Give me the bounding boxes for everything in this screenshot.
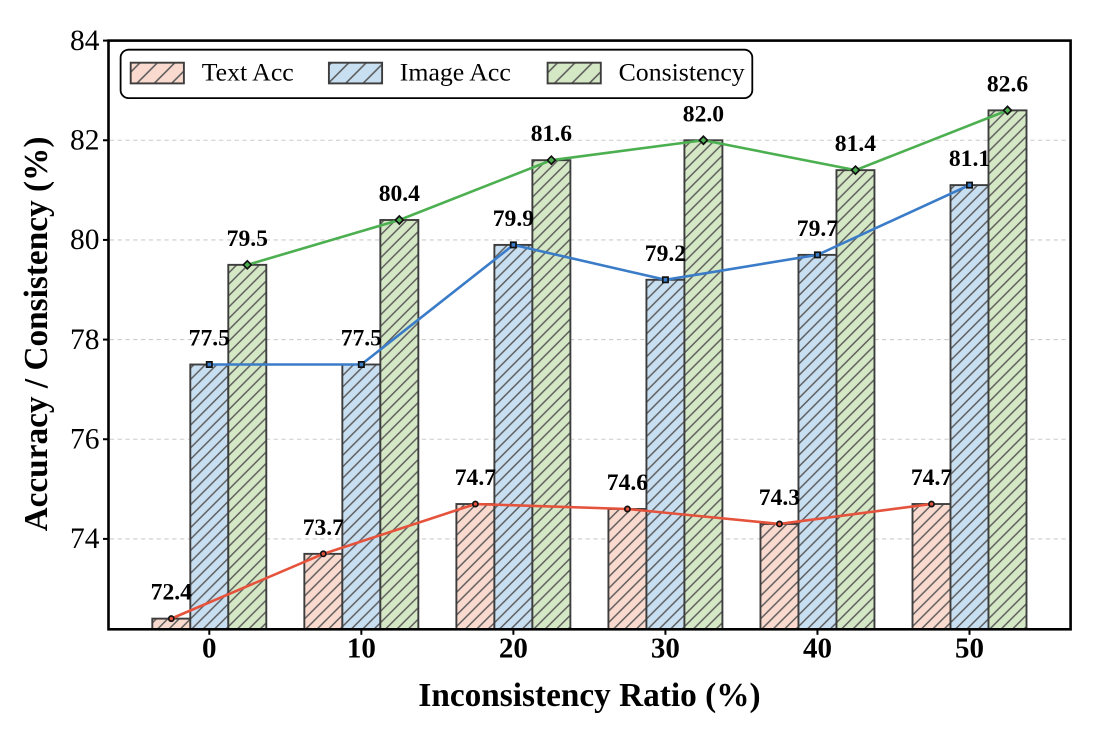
svg-text:73.7: 73.7	[303, 515, 344, 541]
svg-text:81.1: 81.1	[949, 146, 990, 172]
svg-text:74.7: 74.7	[455, 465, 496, 491]
svg-text:82: 82	[70, 125, 100, 157]
svg-text:79.7: 79.7	[797, 216, 838, 242]
svg-text:Accuracy / Consistency (%): Accuracy / Consistency (%)	[18, 137, 55, 532]
svg-text:0: 0	[202, 633, 217, 665]
svg-text:76: 76	[70, 424, 100, 456]
svg-text:74.7: 74.7	[911, 465, 952, 491]
svg-text:10: 10	[347, 633, 376, 665]
svg-text:79.5: 79.5	[227, 226, 268, 252]
svg-text:80: 80	[70, 224, 100, 256]
svg-text:77.5: 77.5	[341, 326, 382, 352]
svg-text:80.4: 80.4	[379, 181, 420, 207]
svg-text:74.6: 74.6	[607, 470, 648, 496]
svg-text:82.6: 82.6	[987, 71, 1028, 97]
svg-text:72.4: 72.4	[151, 580, 192, 606]
svg-text:84: 84	[70, 25, 100, 57]
svg-text:Inconsistency Ratio (%): Inconsistency Ratio (%)	[418, 677, 760, 714]
svg-text:40: 40	[803, 633, 832, 665]
svg-text:30: 30	[651, 633, 680, 665]
svg-text:81.4: 81.4	[835, 131, 876, 157]
svg-text:20: 20	[499, 633, 528, 665]
svg-text:78: 78	[70, 324, 100, 356]
svg-text:79.9: 79.9	[493, 206, 534, 232]
svg-text:77.5: 77.5	[189, 326, 230, 352]
svg-text:50: 50	[955, 633, 984, 665]
svg-text:Image Acc: Image Acc	[400, 58, 511, 87]
svg-text:Text Acc: Text Acc	[202, 58, 294, 87]
svg-text:82.0: 82.0	[683, 101, 724, 127]
svg-text:81.6: 81.6	[531, 121, 572, 147]
svg-text:79.2: 79.2	[645, 241, 686, 267]
svg-text:74: 74	[70, 523, 100, 555]
svg-text:74.3: 74.3	[759, 485, 800, 511]
svg-text:Consistency: Consistency	[619, 58, 745, 87]
